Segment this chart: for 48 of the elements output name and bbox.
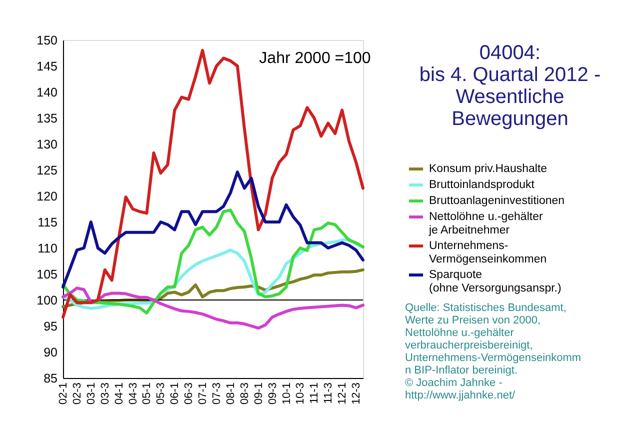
- legend-label: Konsum priv.Haushalte: [429, 163, 548, 175]
- x-tick-label: 03-1: [85, 382, 98, 405]
- y-tick-label: 145: [36, 60, 58, 74]
- x-tick-label: 10-1: [280, 382, 293, 405]
- line-series: [62, 286, 364, 330]
- line-series: [62, 170, 364, 288]
- x-tick-label: 07-1: [197, 382, 210, 405]
- x-tick-label: 11-3: [322, 382, 335, 404]
- x-tick-label: 06-3: [183, 382, 196, 405]
- y-tick-label: 120: [36, 190, 58, 204]
- y-tick-label: 125: [36, 164, 58, 178]
- x-tick-label: 05-1: [141, 382, 154, 405]
- x-tick-label: 11-1: [308, 382, 321, 404]
- y-tick-label: 140: [36, 86, 58, 100]
- y-tick-label: 105: [36, 268, 58, 282]
- x-tick-label: 03-3: [99, 382, 112, 405]
- y-tick-label: 150: [36, 34, 58, 48]
- y-tick-label: 95: [44, 320, 58, 334]
- y-tick-label: 135: [36, 112, 58, 126]
- x-tick-label: 04-1: [113, 382, 126, 405]
- x-tick-label: 07-3: [210, 382, 223, 405]
- legend-label: Bruttoinlandsprodukt: [429, 179, 536, 191]
- x-tick-label: 08-3: [238, 382, 251, 405]
- legend-label: Sparquote (ohne Versorgungsanspr.): [429, 269, 562, 294]
- text: 04004: bis 4. Quartal 2012 - Wesentliche Bewegungen: [419, 42, 601, 130]
- x-tick-label: 08-1: [224, 382, 237, 405]
- line-series: [62, 208, 364, 314]
- y-tick-label: 100: [36, 294, 58, 308]
- x-tick-label: 09-1: [252, 382, 265, 405]
- legend-label: Nettolöhne u.-gehälter je Arbeitnehmer: [428, 211, 543, 236]
- x-tick-label: 12-1: [336, 382, 349, 405]
- x-tick-label: 02-3: [71, 382, 84, 405]
- x-tick-label: 10-3: [294, 382, 307, 405]
- x-tick-label: 06-1: [169, 382, 182, 405]
- x-tick-label: 05-3: [155, 382, 168, 405]
- y-tick-label: 85: [44, 372, 58, 386]
- y-tick-label: 110: [38, 242, 58, 256]
- annotation: Jahr 2000 =100: [259, 50, 371, 67]
- x-tick-label: 12-3: [350, 382, 363, 405]
- x-tick-label: 09-3: [266, 382, 279, 405]
- y-tick-label: 90: [44, 346, 58, 360]
- legend-label: Unternehmens- Vermögenseinkommen: [429, 240, 547, 266]
- source-note: Quelle: Statistisches Bundesamt, Werte zu Preisen von 2000, Nettolöhne u.-gehälter verbraucherpreisbereinigt, Unternehmens-Vermögenseinkomm n BIP-Inflator bereinigt. © Joachim Jahnke - http://www.jjahnke.net/: [405, 302, 582, 402]
- y-tick-label: 115: [38, 216, 58, 230]
- legend-label: Bruttoanlageninvestitionen: [429, 195, 565, 207]
- x-tick-label: 04-3: [127, 382, 140, 405]
- x-tick-label: 02-1: [58, 382, 70, 405]
- y-tick-label: 130: [36, 138, 58, 152]
